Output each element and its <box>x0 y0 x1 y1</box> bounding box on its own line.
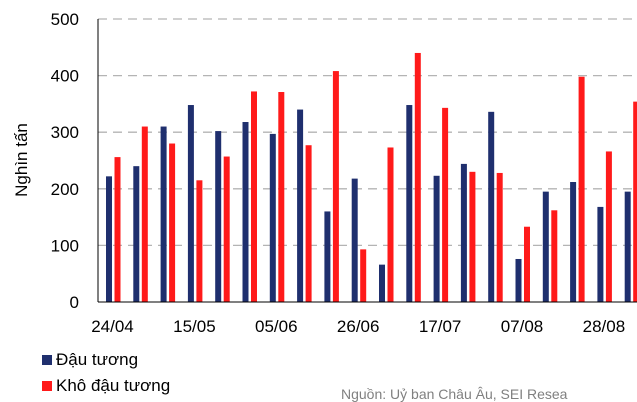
y-tick-label: 500 <box>51 10 79 29</box>
bar-dau-tuong <box>324 211 331 302</box>
bar-kho-dau-tuong <box>251 91 257 302</box>
bar-dau-tuong <box>624 191 631 302</box>
bar-kho-dau-tuong <box>414 52 421 303</box>
bar-dau-tuong <box>160 126 167 302</box>
bar-kho-dau-tuong <box>332 71 339 303</box>
legend-label-dau-tuong: Đậu tương <box>56 350 139 369</box>
bar-kho-dau-tuong <box>196 180 203 302</box>
bar-dau-tuong <box>187 105 194 302</box>
x-tick-label: 05/06 <box>255 317 298 336</box>
x-tick-label: 07/08 <box>501 317 544 336</box>
bar-dau-tuong <box>379 264 385 302</box>
source-note: Nguồn: Uỷ ban Châu Âu, SEI Resea <box>341 386 568 402</box>
x-tick-label: 26/06 <box>337 317 380 336</box>
bar-kho-dau-tuong <box>114 157 121 302</box>
bar-kho-dau-tuong <box>305 145 312 302</box>
x-tick-label: 15/05 <box>173 317 216 336</box>
bar-dau-tuong <box>433 175 440 302</box>
x-tick-labels: 24/04 15/05 05/06 26/06 17/07 07/08 28/08 <box>91 317 625 336</box>
bar-kho-dau-tuong <box>387 147 394 302</box>
bar-kho-dau-tuong <box>223 156 230 302</box>
y-tick-labels: 0 100 200 300 400 500 <box>51 10 79 312</box>
bar-dau-tuong <box>488 111 495 302</box>
y-tick-label: 0 <box>70 293 79 312</box>
bar-kho-dau-tuong <box>524 226 530 302</box>
y-tick-label: 400 <box>51 67 79 86</box>
bar-kho-dau-tuong <box>141 126 148 302</box>
y-tick-label: 200 <box>51 180 79 199</box>
bar-dau-tuong <box>406 105 413 302</box>
bar-kho-dau-tuong <box>169 143 176 302</box>
y-tick-label: 100 <box>51 236 79 255</box>
bar-dau-tuong <box>269 133 276 302</box>
bar-dau-tuong <box>215 131 222 302</box>
legend-label-kho-dau-tuong: Khô đậu tương <box>56 376 171 395</box>
legend-item-dau-tuong: Đậu tương <box>42 350 138 370</box>
legend-swatch-dau-tuong <box>42 355 52 365</box>
bar-dau-tuong <box>542 191 549 302</box>
bar-dau-tuong <box>106 176 112 302</box>
bar-dau-tuong <box>597 206 604 302</box>
x-tick-label: 28/08 <box>583 317 626 336</box>
x-tick-label: 24/04 <box>91 317 134 336</box>
bar-dau-tuong <box>460 163 467 302</box>
bar-kho-dau-tuong <box>605 151 612 302</box>
bar-kho-dau-tuong <box>633 101 637 302</box>
bar-kho-dau-tuong <box>551 210 558 302</box>
y-axis-title: Nghìn tấn <box>12 123 31 197</box>
bar-dau-tuong <box>133 166 140 302</box>
bar-kho-dau-tuong <box>578 76 585 303</box>
bar-dau-tuong <box>242 122 249 303</box>
bar-dau-tuong <box>351 178 358 302</box>
x-tick-label: 17/07 <box>419 317 462 336</box>
bar-kho-dau-tuong <box>496 172 503 302</box>
bar-kho-dau-tuong <box>442 107 449 302</box>
bar-dau-tuong <box>297 109 304 302</box>
y-tick-label: 300 <box>51 123 79 142</box>
bar-kho-dau-tuong <box>469 171 476 302</box>
legend-item-kho-dau-tuong: Khô đậu tương <box>42 376 170 396</box>
bar-dau-tuong <box>515 258 522 302</box>
legend-swatch-kho-dau-tuong <box>42 381 52 391</box>
bar-kho-dau-tuong <box>360 249 367 302</box>
bar-dau-tuong <box>570 182 577 302</box>
bars <box>106 52 637 303</box>
bar-kho-dau-tuong <box>278 92 285 302</box>
